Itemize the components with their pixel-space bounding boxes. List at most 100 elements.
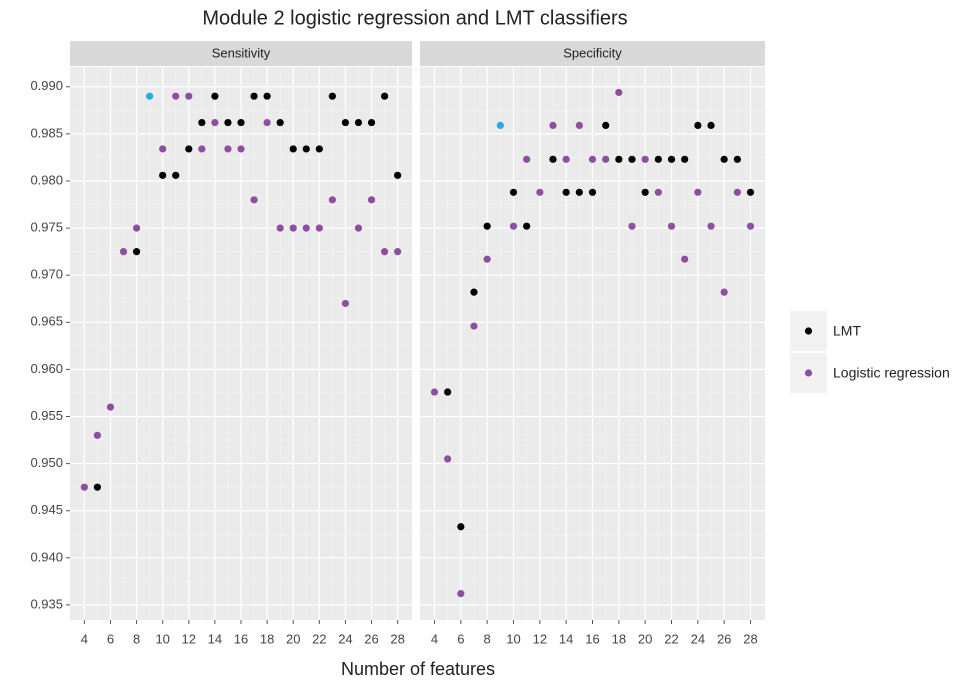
point — [159, 145, 167, 153]
point — [509, 188, 518, 196]
point — [588, 188, 597, 196]
y-tick-label: 0.955 — [30, 408, 63, 423]
point — [667, 155, 676, 163]
point — [289, 145, 297, 153]
point — [707, 121, 715, 130]
point — [430, 388, 439, 396]
point — [746, 222, 755, 230]
point — [602, 155, 610, 163]
point — [106, 403, 115, 411]
point — [733, 188, 741, 196]
x-tick-label: 20 — [286, 631, 300, 646]
point — [470, 322, 478, 330]
point — [641, 188, 649, 196]
point — [602, 121, 610, 130]
point — [119, 248, 128, 256]
point — [80, 483, 88, 491]
x-tick-label: 28 — [390, 631, 404, 646]
x-tick-label: 20 — [638, 631, 652, 646]
point — [523, 222, 531, 230]
point — [394, 171, 402, 179]
point — [159, 171, 167, 179]
point — [694, 188, 702, 196]
x-tick-label: 26 — [364, 631, 378, 646]
strip — [70, 41, 412, 66]
point — [315, 224, 323, 232]
x-tick-label: 16 — [585, 631, 599, 646]
point — [250, 196, 258, 204]
x-tick-label: 24 — [691, 631, 705, 646]
strip — [420, 41, 765, 66]
x-tick-label: 24 — [338, 631, 352, 646]
point — [132, 224, 141, 232]
point — [146, 92, 154, 100]
point — [380, 92, 389, 100]
point — [341, 118, 350, 127]
point — [198, 118, 206, 127]
point — [224, 145, 232, 153]
point — [172, 171, 180, 179]
point — [654, 155, 662, 163]
x-tick-label: 28 — [743, 631, 757, 646]
x-tick-label: 22 — [664, 631, 678, 646]
x-tick-label: 10 — [155, 631, 169, 646]
point — [457, 590, 465, 598]
x-tick-label: 4 — [431, 631, 438, 646]
point — [237, 145, 245, 153]
x-tick-label: 26 — [717, 631, 731, 646]
x-tick-label: 8 — [484, 631, 491, 646]
x-tick-label: 18 — [612, 631, 626, 646]
point — [720, 288, 728, 296]
point — [588, 155, 597, 163]
point — [132, 248, 141, 256]
point — [444, 455, 452, 463]
x-tick-label: 10 — [506, 631, 520, 646]
y-tick-label: 0.960 — [30, 361, 63, 376]
point — [483, 222, 491, 230]
x-tick-label: 14 — [559, 631, 573, 646]
facet-label: Specificity — [563, 45, 622, 60]
point — [211, 92, 219, 100]
x-tick-label: 8 — [133, 631, 140, 646]
legend-marker — [804, 327, 813, 335]
point — [328, 92, 336, 100]
y-tick-label: 0.940 — [30, 549, 63, 564]
y-tick-label: 0.950 — [30, 455, 63, 470]
y-tick-label: 0.945 — [30, 502, 63, 517]
point — [354, 224, 363, 232]
point — [523, 155, 531, 163]
point — [315, 145, 323, 153]
point — [289, 224, 297, 232]
point — [302, 224, 310, 232]
point — [562, 188, 570, 196]
x-tick-label: 22 — [312, 631, 326, 646]
point — [615, 155, 623, 163]
point — [562, 155, 570, 163]
x-tick-label: 16 — [234, 631, 248, 646]
point — [211, 118, 219, 127]
point — [276, 224, 284, 232]
legend-marker — [804, 369, 813, 377]
facet-label: Sensitivity — [212, 45, 271, 60]
point — [276, 118, 284, 127]
point — [341, 299, 350, 308]
x-tick-label: 6 — [457, 631, 464, 646]
point — [654, 188, 662, 196]
point — [707, 222, 715, 230]
point — [667, 222, 676, 230]
y-tick-label: 0.975 — [30, 220, 63, 235]
point — [185, 92, 193, 100]
point — [496, 121, 504, 130]
point — [733, 155, 741, 163]
point — [720, 155, 728, 163]
point — [549, 155, 557, 163]
point — [367, 196, 376, 204]
x-tick-label: 12 — [182, 631, 196, 646]
y-tick-label: 0.990 — [30, 78, 63, 93]
point — [302, 145, 310, 153]
point — [93, 483, 102, 491]
x-tick-label: 12 — [533, 631, 547, 646]
point — [250, 92, 258, 100]
point — [694, 121, 702, 130]
